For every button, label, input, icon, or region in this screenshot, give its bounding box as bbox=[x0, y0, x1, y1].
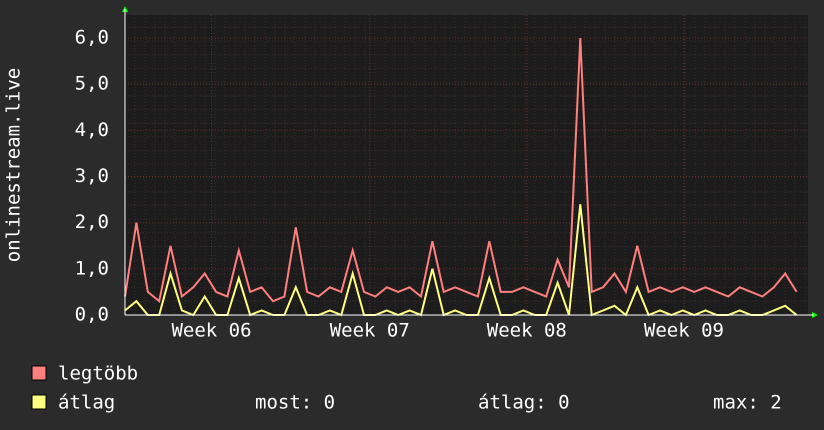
x-tick-label: Week 06 bbox=[171, 320, 251, 342]
x-tick-label: Week 08 bbox=[487, 320, 567, 342]
y-axis-label: onlinestream.live bbox=[3, 68, 25, 262]
y-tick-label: 3,0 bbox=[75, 165, 109, 187]
series-line bbox=[124, 204, 798, 317]
series-line bbox=[124, 38, 798, 304]
summary-stat: átlag: 0 bbox=[478, 392, 570, 414]
x-tick-label: Week 07 bbox=[330, 320, 410, 342]
legend-swatch bbox=[31, 365, 47, 381]
y-tick-label: 5,0 bbox=[75, 73, 109, 95]
legend-swatch bbox=[31, 394, 47, 410]
plot-area bbox=[125, 15, 808, 315]
y-tick-label: 4,0 bbox=[75, 119, 109, 141]
y-tick-label: 0,0 bbox=[75, 304, 109, 326]
legend-label: legtöbb bbox=[58, 363, 138, 385]
summary-stat: max: 2 bbox=[713, 392, 782, 414]
x-tick-label: Week 09 bbox=[644, 320, 724, 342]
y-tick-label: 6,0 bbox=[75, 27, 109, 49]
summary-stat: most: 0 bbox=[255, 392, 335, 414]
axis-arrow bbox=[812, 312, 818, 318]
y-tick-label: 1,0 bbox=[75, 257, 109, 279]
legend-label: átlag bbox=[58, 392, 115, 414]
y-tick-label: 2,0 bbox=[75, 211, 109, 233]
